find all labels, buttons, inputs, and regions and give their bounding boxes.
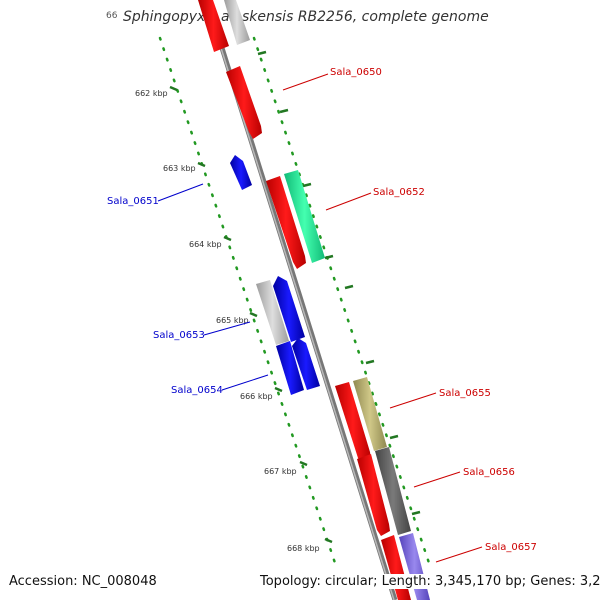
leader-sala-0653 (203, 321, 251, 336)
gene-sala-0656 (357, 454, 390, 536)
gene-sala-0655 (335, 382, 371, 464)
scale-label-666: 666 kbp (240, 392, 273, 401)
gene-sala-0652 (266, 176, 306, 269)
label-sala-0652: Sala_0652 (373, 187, 425, 198)
gene-sala-0654b (292, 338, 320, 390)
scale-label-668: 668 kbp (287, 544, 320, 553)
accession-footer: Accession: NC_008048 (9, 574, 157, 589)
leader-sala-0650 (282, 73, 329, 91)
gene-sala-0651 (230, 155, 252, 190)
leader-sala-0655 (389, 392, 437, 409)
topology-footer: Topology: circular; Length: 3,345,170 bp… (260, 574, 600, 589)
scale-label-667: 667 kbp (264, 467, 297, 476)
feature-top-gray (224, 0, 250, 45)
gene-sala-0654 (276, 341, 304, 395)
feature-olive-0655 (353, 377, 387, 451)
leader-sala-0656 (413, 471, 461, 488)
label-sala-0657: Sala_0657 (485, 542, 537, 553)
leader-sala-0654 (221, 374, 269, 391)
scale-label-664: 664 kbp (189, 240, 222, 249)
scale-label-665: 665 kbp (216, 316, 249, 325)
label-sala-0653: Sala_0653 (153, 330, 205, 341)
feature-top-red (198, 0, 229, 52)
feature-dark-0656 (375, 447, 411, 535)
feature-gray-0653 (256, 280, 289, 345)
leader-sala-0651 (157, 183, 204, 202)
inner-tick-track (158, 36, 338, 568)
label-sala-0651: Sala_0651 (107, 196, 159, 207)
label-sala-0654: Sala_0654 (171, 385, 223, 396)
label-sala-0655: Sala_0655 (439, 388, 491, 399)
inner-major-ticks (169, 85, 333, 544)
scale-label-662: 662 kbp (135, 89, 168, 98)
outer-tick-track (252, 36, 432, 568)
feature-green-0652 (284, 170, 325, 263)
gene-sala-0650 (226, 66, 262, 139)
leader-sala-0652 (325, 192, 372, 211)
gene-sala-0653 (273, 276, 305, 342)
leader-sala-0657 (435, 546, 483, 563)
title-prefix: 66 (106, 11, 118, 21)
label-sala-0656: Sala_0656 (463, 467, 515, 478)
outer-major-ticks (257, 50, 421, 516)
scale-label-663: 663 kbp (163, 164, 196, 173)
label-sala-0650: Sala_0650 (330, 67, 382, 78)
